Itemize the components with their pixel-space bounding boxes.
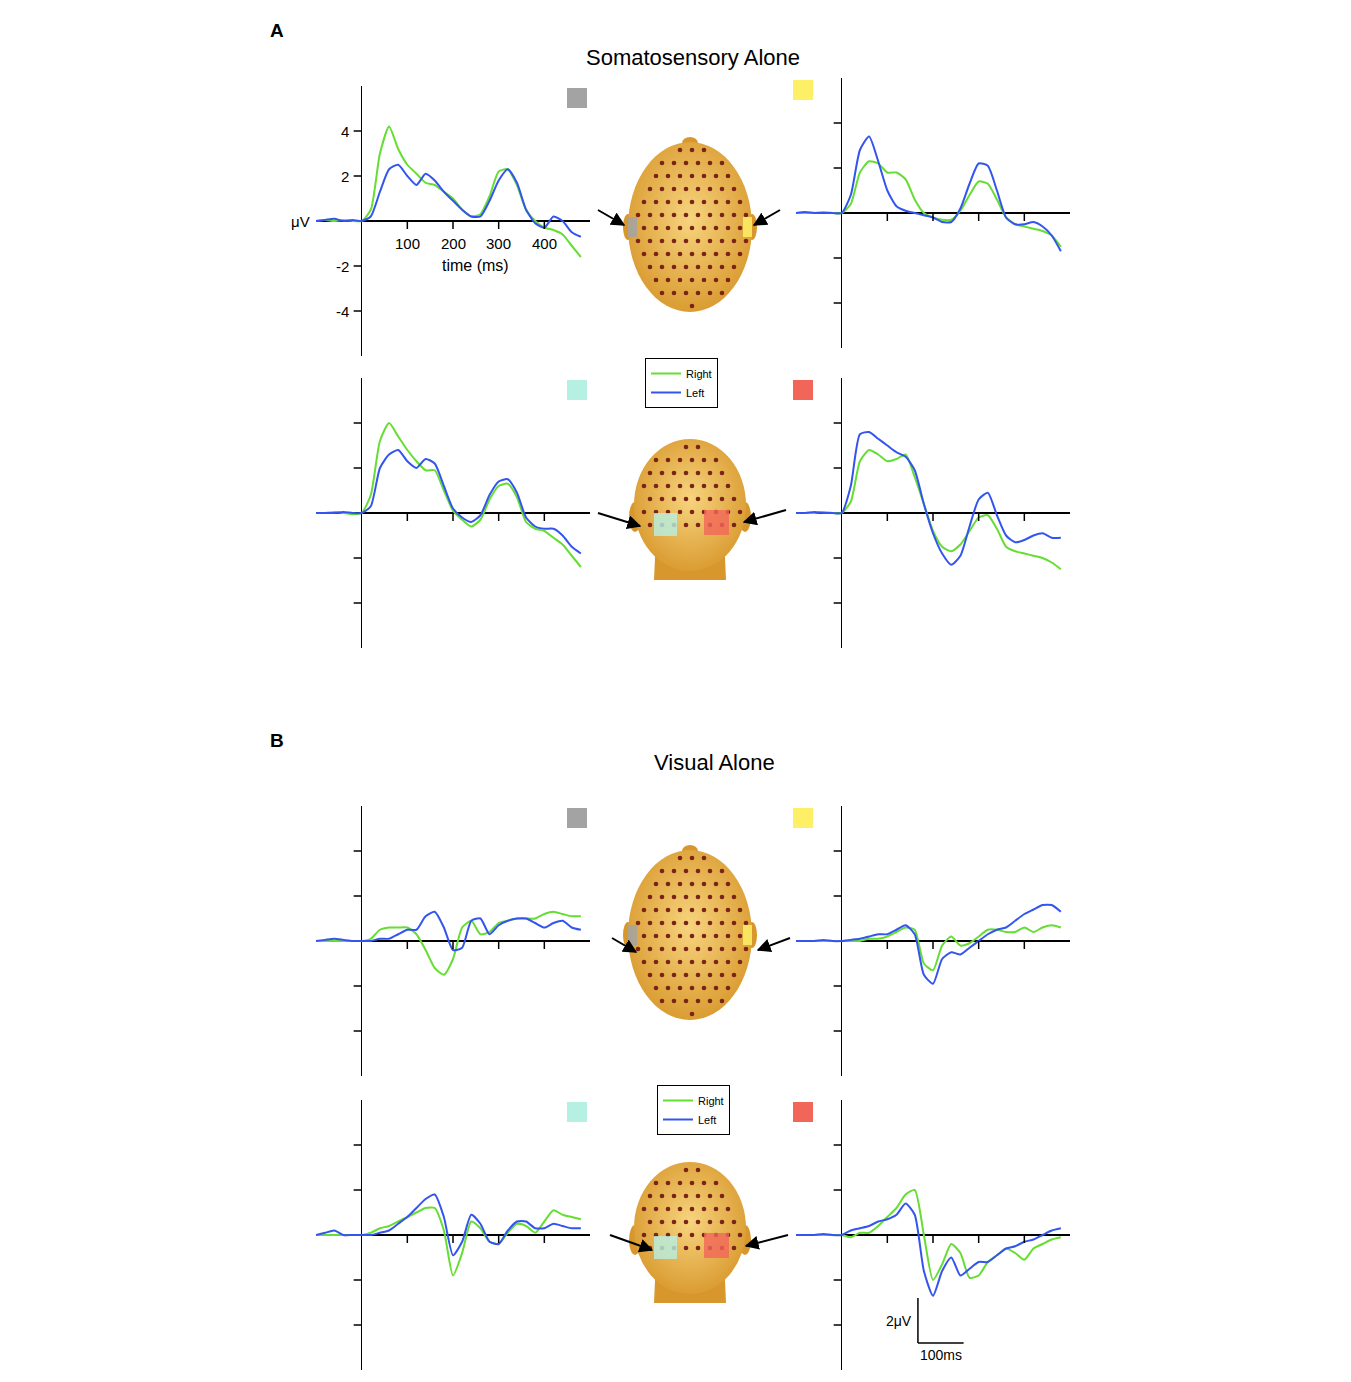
svg-text:4: 4 <box>341 123 349 140</box>
svg-text:time (ms): time (ms) <box>442 257 509 274</box>
svg-text:Somatosensory Alone: Somatosensory Alone <box>586 45 800 70</box>
svg-text:100: 100 <box>395 235 420 252</box>
svg-text:Right: Right <box>698 1095 724 1107</box>
svg-text:Left: Left <box>686 387 704 399</box>
svg-text:300: 300 <box>486 235 511 252</box>
svg-text:μV: μV <box>291 213 310 230</box>
svg-text:Right: Right <box>686 368 712 380</box>
svg-text:200: 200 <box>441 235 466 252</box>
svg-text:-4: -4 <box>336 303 349 320</box>
svg-text:B: B <box>270 730 284 751</box>
svg-text:400: 400 <box>532 235 557 252</box>
svg-text:2: 2 <box>341 168 349 185</box>
svg-text:-2: -2 <box>336 258 349 275</box>
svg-text:A: A <box>270 20 284 41</box>
svg-text:100ms: 100ms <box>920 1347 962 1363</box>
svg-text:Visual Alone: Visual Alone <box>654 750 775 775</box>
svg-text:2μV: 2μV <box>886 1313 912 1329</box>
svg-text:Left: Left <box>698 1114 716 1126</box>
